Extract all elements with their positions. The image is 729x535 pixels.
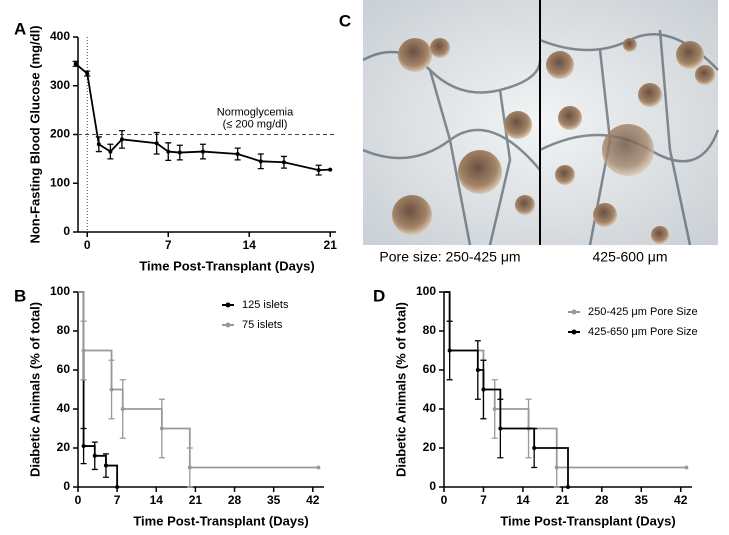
x-tick-label: 7 bbox=[165, 238, 172, 252]
data-point bbox=[498, 426, 503, 431]
y-axis-label: Diabetic Animals (% of total) bbox=[393, 302, 408, 477]
data-point bbox=[108, 149, 113, 154]
data-point bbox=[235, 152, 240, 156]
x-tick-label: 35 bbox=[635, 493, 649, 507]
x-axis-label: Time Post-Transplant (Days) bbox=[139, 258, 314, 273]
data-point bbox=[200, 149, 205, 154]
x-tick-label: 42 bbox=[674, 493, 688, 507]
data-point bbox=[316, 465, 321, 470]
y-tick-label: 80 bbox=[57, 323, 71, 337]
data-point bbox=[81, 444, 86, 449]
x-tick-label: 14 bbox=[150, 493, 164, 507]
annotation: Normoglycemia bbox=[217, 106, 294, 118]
image-caption: 425-600 μm bbox=[593, 249, 668, 265]
x-tick-label: 0 bbox=[441, 493, 448, 507]
y-tick-label: 400 bbox=[50, 29, 70, 43]
legend-label: 425-650 μm Pore Size bbox=[588, 326, 698, 338]
x-tick-label: 14 bbox=[516, 493, 530, 507]
micrograph bbox=[362, 0, 720, 246]
legend-label: 75 islets bbox=[242, 319, 283, 331]
x-tick-label: 28 bbox=[228, 493, 242, 507]
x-axis-label: Time Post-Transplant (Days) bbox=[500, 513, 675, 528]
x-tick-label: 21 bbox=[189, 493, 203, 507]
panel-label: C bbox=[339, 11, 351, 30]
data-point bbox=[281, 160, 286, 165]
legend-swatch bbox=[571, 329, 577, 335]
data-point bbox=[159, 426, 164, 431]
data-point bbox=[187, 465, 192, 470]
y-tick-label: 80 bbox=[423, 323, 437, 337]
data-point bbox=[166, 149, 171, 154]
x-tick-label: 7 bbox=[114, 493, 121, 507]
y-tick-label: 0 bbox=[63, 479, 70, 493]
panel-label: B bbox=[14, 286, 26, 305]
x-tick-label: 21 bbox=[556, 493, 570, 507]
data-point bbox=[532, 446, 537, 450]
y-tick-label: 300 bbox=[50, 78, 70, 92]
data-point bbox=[96, 142, 101, 147]
data-point bbox=[109, 387, 114, 392]
x-tick-label: 7 bbox=[480, 493, 487, 507]
legend-label: 125 islets bbox=[242, 299, 289, 311]
x-tick-label: 0 bbox=[75, 493, 82, 507]
data-point bbox=[115, 485, 120, 489]
y-tick-label: 0 bbox=[429, 479, 436, 493]
data-point bbox=[554, 465, 559, 470]
x-axis-label: Time Post-Transplant (Days) bbox=[133, 513, 308, 528]
y-axis-label: Non-Fasting Blood Glucose (mg/dl) bbox=[27, 25, 42, 243]
x-tick-label: 14 bbox=[243, 238, 257, 252]
data-point bbox=[492, 407, 497, 411]
data-point bbox=[177, 150, 182, 155]
y-tick-label: 0 bbox=[63, 224, 70, 238]
legend-swatch bbox=[225, 322, 231, 328]
data-point bbox=[475, 368, 480, 372]
y-tick-label: 100 bbox=[50, 175, 70, 189]
panel-label: A bbox=[14, 19, 26, 38]
y-tick-label: 200 bbox=[50, 127, 70, 141]
y-axis-label: Diabetic Animals (% of total) bbox=[27, 302, 42, 477]
x-tick-label: 0 bbox=[84, 238, 91, 252]
y-tick-label: 60 bbox=[423, 362, 437, 376]
data-point bbox=[85, 71, 90, 76]
y-tick-label: 60 bbox=[57, 362, 71, 376]
survival-curve bbox=[444, 291, 687, 469]
y-tick-label: 20 bbox=[423, 440, 437, 454]
annotation: (≤ 200 mg/dl) bbox=[223, 118, 288, 130]
data-point bbox=[103, 463, 108, 468]
x-tick-label: 21 bbox=[324, 238, 338, 252]
data-point bbox=[258, 159, 263, 164]
image-caption: Pore size: 250-425 μm bbox=[379, 249, 520, 265]
y-tick-label: 100 bbox=[50, 284, 70, 298]
legend-label: 250-425 μm Pore Size bbox=[588, 306, 698, 318]
data-point bbox=[154, 141, 159, 146]
data-point bbox=[316, 168, 321, 173]
data-point bbox=[328, 167, 333, 172]
y-tick-label: 40 bbox=[57, 401, 71, 415]
data-point bbox=[92, 453, 97, 458]
data-point bbox=[81, 348, 86, 353]
y-tick-label: 20 bbox=[57, 440, 71, 454]
y-tick-label: 40 bbox=[423, 401, 437, 415]
y-tick-label: 100 bbox=[416, 284, 436, 298]
x-tick-label: 35 bbox=[267, 493, 281, 507]
data-point bbox=[684, 465, 689, 470]
data-point bbox=[447, 348, 452, 353]
data-line bbox=[75, 63, 331, 171]
legend-swatch bbox=[571, 309, 577, 315]
x-tick-label: 28 bbox=[595, 493, 609, 507]
data-point bbox=[119, 137, 124, 142]
survival-curve bbox=[444, 291, 569, 487]
data-point bbox=[481, 387, 486, 392]
data-point bbox=[566, 485, 570, 489]
x-tick-label: 42 bbox=[306, 493, 320, 507]
data-point bbox=[73, 61, 78, 66]
data-point bbox=[120, 407, 125, 411]
legend-swatch bbox=[225, 302, 231, 308]
panel-label: D bbox=[373, 286, 385, 305]
